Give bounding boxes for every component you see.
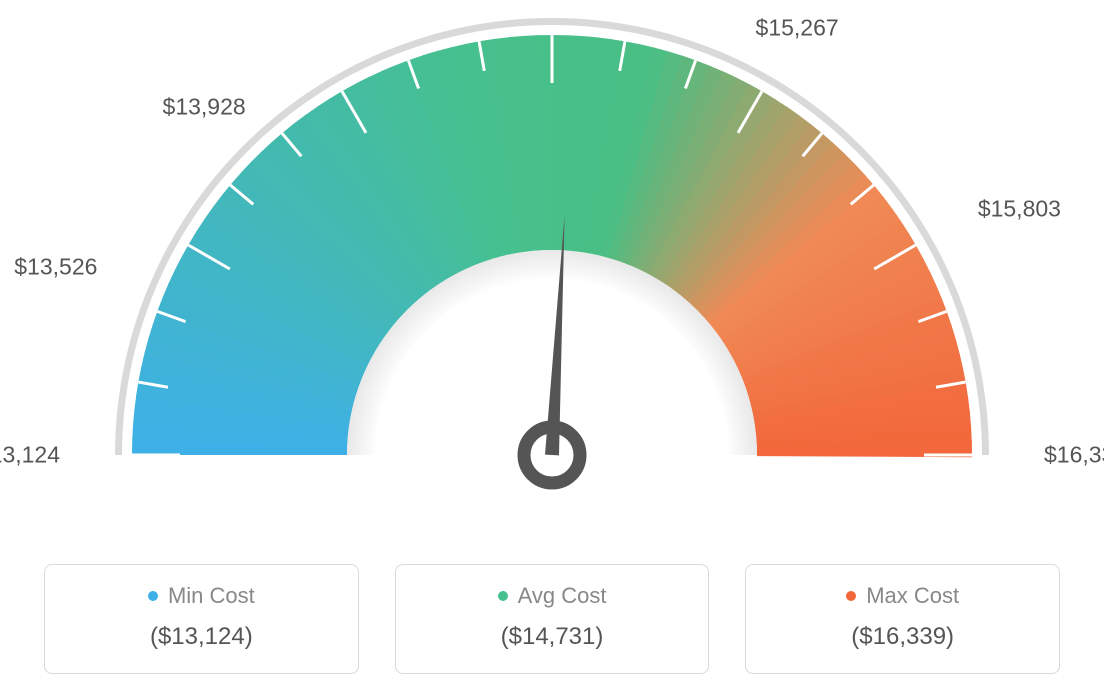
- gauge-tick-label: $13,928: [163, 94, 246, 121]
- card-min-header: Min Cost: [55, 583, 348, 609]
- card-max-title: Max Cost: [866, 583, 959, 609]
- gauge-tick-label: $15,267: [756, 15, 839, 42]
- cards-row: Min Cost ($13,124) Avg Cost ($14,731) Ma…: [0, 564, 1104, 674]
- gauge-tick-label: $13,526: [14, 253, 97, 280]
- dot-icon: [846, 591, 856, 601]
- card-max-header: Max Cost: [756, 583, 1049, 609]
- card-min-value: ($13,124): [55, 623, 348, 651]
- card-max-value: ($16,339): [756, 623, 1049, 651]
- card-max: Max Cost ($16,339): [745, 564, 1060, 674]
- card-min-title: Min Cost: [168, 583, 255, 609]
- gauge-tick-label: $16,339: [1044, 442, 1104, 469]
- dot-icon: [498, 591, 508, 601]
- card-avg-title: Avg Cost: [518, 583, 607, 609]
- dot-icon: [148, 591, 158, 601]
- gauge-tick-label: $15,803: [978, 195, 1061, 222]
- cost-gauge: [0, 0, 1104, 540]
- card-avg-header: Avg Cost: [406, 583, 699, 609]
- gauge-area: $13,124$13,526$13,928$14,731$15,267$15,8…: [0, 0, 1104, 540]
- card-avg: Avg Cost ($14,731): [395, 564, 710, 674]
- card-avg-value: ($14,731): [406, 623, 699, 651]
- gauge-tick-label: $13,124: [0, 442, 60, 469]
- card-min: Min Cost ($13,124): [44, 564, 359, 674]
